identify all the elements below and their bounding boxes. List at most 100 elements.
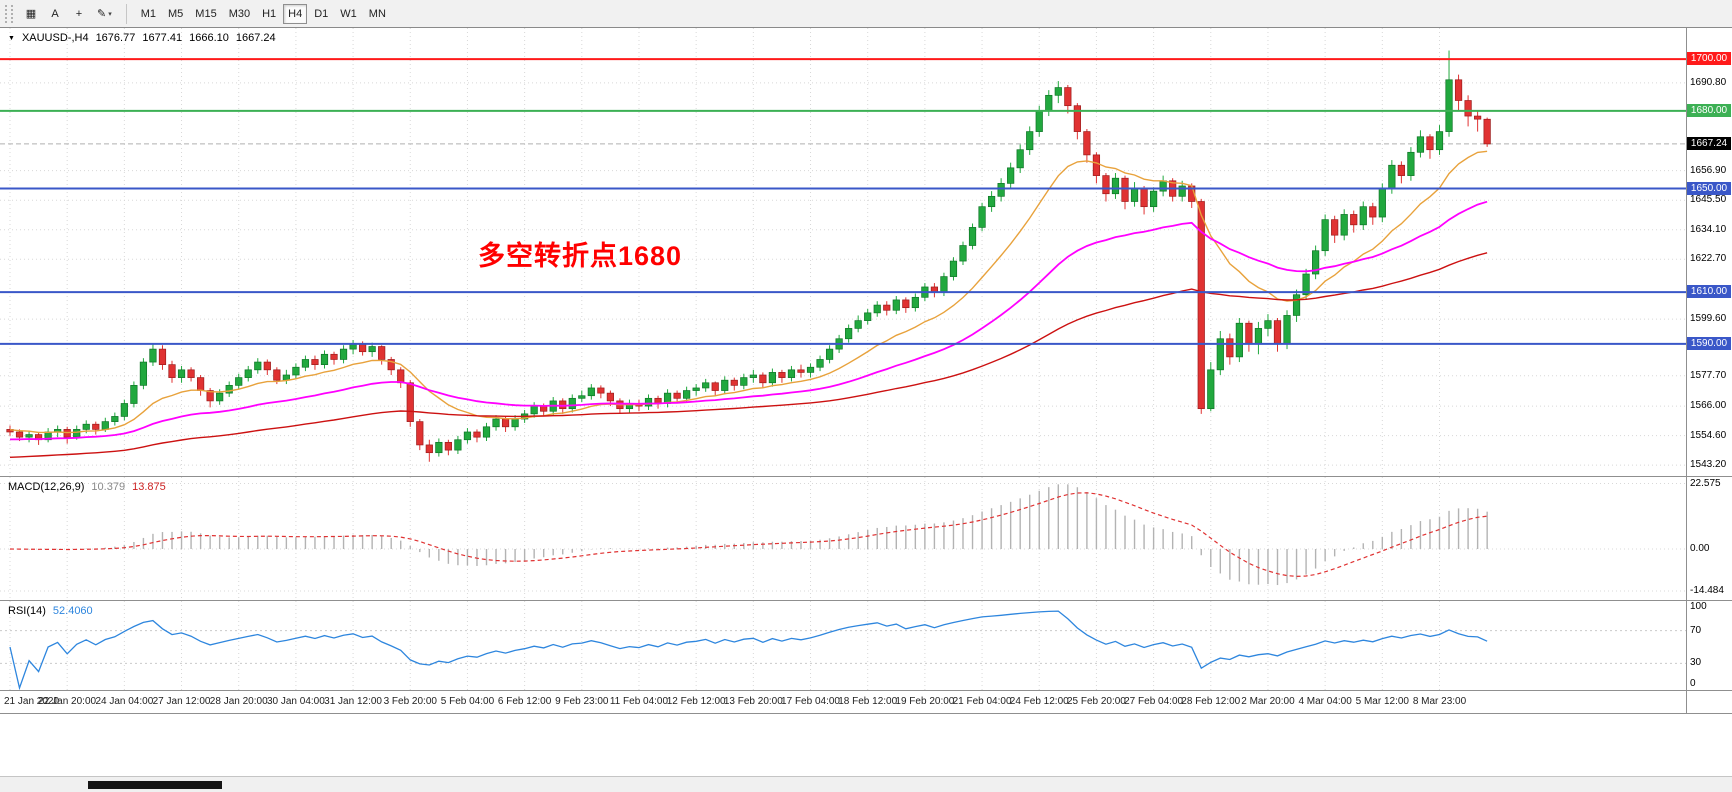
price-pane[interactable]: 1700.00 1680.00 1650.00 1610.00 1590.00 1690.…: [0, 28, 1732, 476]
ma-slow-line[interactable]: [9, 252, 1488, 458]
candle-body: [787, 369, 796, 378]
dropdown-caret-icon: ▾: [108, 10, 112, 18]
candle-body: [597, 387, 605, 394]
candle-body: [473, 431, 481, 438]
candle-body: [1197, 201, 1205, 410]
candle-body: [530, 405, 538, 415]
timeframe-W1[interactable]: W1: [340, 7, 357, 20]
date-label: 25 Feb 20:00: [1066, 696, 1126, 707]
candle-body: [1121, 177, 1129, 202]
ma-fast-line[interactable]: [9, 150, 1488, 434]
price-tick: 1622.70: [1690, 253, 1727, 265]
candle-body: [1016, 149, 1024, 169]
annotation-text[interactable]: 多空转折点1680: [478, 241, 683, 271]
candle-body: [845, 328, 853, 340]
timeframe-M5[interactable]: M5: [168, 7, 184, 20]
candle-body: [702, 382, 710, 389]
date-label: 13 Feb 20:00: [723, 696, 783, 707]
candle-body: [749, 374, 757, 378]
symbol-period: XAUUSD-,H4: [21, 32, 89, 44]
candle-body: [158, 348, 167, 365]
macd-title: MACD(12,26,9) 10.379 13.875: [8, 481, 166, 493]
text-tool-icon[interactable]: A: [51, 7, 59, 20]
candle-body: [235, 377, 243, 386]
candle-body: [92, 423, 100, 430]
rsi-tick: 30: [1690, 657, 1702, 669]
date-label: 4 Mar 04:00: [1298, 696, 1352, 707]
candle-body: [1350, 214, 1358, 226]
timeframe-H1[interactable]: H1: [262, 7, 277, 20]
candle-body: [1464, 100, 1472, 117]
candle-body: [978, 206, 986, 228]
candle-body: [1397, 164, 1405, 176]
rsi-pane[interactable]: 100 70 30 0 RSI(14) 52.4060: [0, 601, 1732, 690]
candle-body: [711, 382, 719, 391]
candle-body: [101, 421, 109, 430]
candle-body: [768, 372, 777, 384]
ohlc-open: 1676.77: [95, 32, 136, 44]
timeframe-H4[interactable]: H4: [283, 3, 308, 24]
pane-separator[interactable]: [0, 476, 1732, 477]
price-plot[interactable]: [0, 28, 1686, 476]
timeframe-D1[interactable]: D1: [314, 7, 329, 20]
candle-body: [987, 195, 996, 208]
rsi-tick: 100: [1690, 601, 1707, 612]
candle-body: [759, 374, 767, 384]
macd-signal-value: 13.875: [132, 481, 166, 493]
level-tag-1590.00: 1590.00: [1687, 336, 1731, 350]
crosshair-icon[interactable]: +: [75, 7, 83, 20]
candle-body: [416, 421, 424, 446]
price-tick: 1577.70: [1690, 369, 1727, 381]
candle-body: [740, 377, 748, 386]
grid-icon[interactable]: ▦: [25, 8, 37, 20]
candle-body: [1416, 136, 1425, 153]
date-label: 27 Feb 04:00: [1124, 696, 1184, 707]
horizontal-scrollbar[interactable]: [0, 776, 1732, 792]
rsi-title: RSI(14) 52.4060: [8, 605, 93, 617]
candle-body: [1007, 167, 1015, 184]
candle-body: [1369, 206, 1377, 218]
macd-plot[interactable]: [0, 477, 1686, 600]
candle-body: [1273, 320, 1282, 345]
date-label: 12 Feb 12:00: [666, 696, 726, 707]
candle-body: [568, 397, 576, 410]
date-label: 27 Jan 12:00: [152, 696, 211, 707]
date-label: 3 Feb 20:00: [383, 696, 437, 707]
candle-body: [368, 346, 376, 353]
candle-body: [1235, 322, 1243, 358]
candle-body: [149, 348, 157, 363]
candle-body: [864, 312, 872, 321]
macd-signal-line: [9, 492, 1488, 578]
price-tick: 1599.60: [1690, 313, 1727, 325]
date-label: 2 Mar 20:00: [1241, 696, 1295, 707]
price-tick: 1554.60: [1690, 429, 1727, 441]
timeframe-M15[interactable]: M15: [195, 7, 217, 20]
candle-body: [1302, 273, 1310, 296]
pane-separator[interactable]: [0, 600, 1732, 601]
objects-dropdown-icon[interactable]: ✎ ▾: [97, 8, 112, 20]
axis-border: [1686, 28, 1687, 713]
candle-body: [797, 369, 805, 373]
timeframe-M30[interactable]: M30: [228, 7, 251, 20]
candle-body: [1292, 294, 1301, 316]
current-price-tag: 1667.24: [1687, 136, 1731, 150]
candle-body: [1407, 151, 1415, 176]
scrollbar-thumb[interactable]: [88, 781, 222, 789]
candle-body: [911, 296, 919, 309]
toolbar-grip[interactable]: [5, 4, 13, 23]
candle-body: [378, 346, 386, 360]
level-tag-1680.00: 1680.00: [1687, 103, 1731, 117]
candle-body: [292, 366, 300, 376]
candle-body: [454, 439, 462, 451]
ma-mid-line[interactable]: [9, 200, 1488, 441]
timeframe-M1[interactable]: M1: [140, 7, 157, 20]
candle-body: [1102, 175, 1110, 195]
title-marker-icon: ▼: [8, 34, 15, 42]
candle-body: [120, 403, 128, 417]
rsi-plot[interactable]: [0, 601, 1686, 690]
candle-body: [692, 387, 700, 391]
macd-pane[interactable]: 22.575 0.00 -14.484 MACD(12,26,9) 10.379 1…: [0, 477, 1732, 600]
timeframe-MN[interactable]: MN: [368, 7, 386, 20]
candle-body: [940, 276, 948, 293]
date-label: 30 Jan 04:00: [266, 696, 325, 707]
